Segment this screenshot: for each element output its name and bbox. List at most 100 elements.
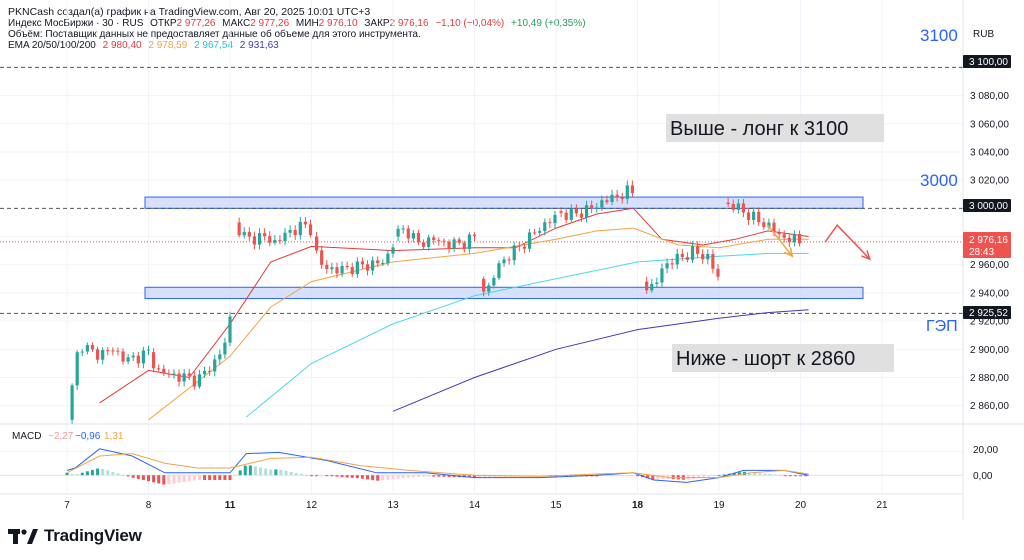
candle-body — [257, 233, 262, 245]
candle-body — [731, 204, 735, 210]
symbol-name[interactable]: Индекс МосБиржи · 30 · RUS — [8, 18, 144, 29]
candle-body — [472, 234, 477, 236]
svg-text:3 000,00: 3 000,00 — [969, 201, 1008, 212]
macd-histogram-bar — [732, 472, 736, 476]
candle-body — [298, 221, 302, 236]
candle-body — [376, 260, 380, 264]
candle-body — [625, 185, 629, 199]
macd-histogram-bar — [737, 472, 741, 476]
candle-body — [223, 342, 227, 355]
candle-body — [268, 236, 272, 243]
candle-body — [101, 350, 105, 360]
candle-body — [345, 266, 349, 268]
ema20-value: 2 980,40 — [102, 40, 142, 51]
candle-body — [452, 239, 456, 250]
candle-body — [767, 222, 771, 228]
macd-histogram-bar — [788, 475, 792, 477]
macd-histogram-bar — [646, 475, 650, 479]
candle-body — [325, 264, 329, 270]
candle-body — [579, 213, 584, 218]
candle-body — [218, 354, 222, 360]
candle-body — [650, 284, 654, 291]
macd-histogram-bar — [345, 475, 349, 478]
macd-histogram-bar — [279, 469, 283, 476]
candle-body — [482, 278, 486, 292]
candle-body — [106, 350, 110, 352]
candle-body — [371, 260, 375, 271]
candle-body — [121, 351, 125, 362]
candle-body — [391, 247, 395, 254]
y-tick-2960: 2 960,00 — [970, 260, 1009, 271]
candle-body — [401, 228, 405, 230]
macd-histogram-bar — [335, 475, 339, 477]
macd-histogram-bar — [289, 471, 293, 476]
macd-histogram-bar — [442, 475, 446, 477]
currency-label[interactable]: RUB — [973, 29, 994, 40]
forecast-arrows — [767, 224, 871, 261]
candle-body — [777, 232, 781, 235]
candle-body — [278, 240, 282, 242]
change-value: −1,10 (−0,04%) — [435, 18, 505, 29]
macd-histogram-bar — [101, 468, 105, 476]
ema50-line — [148, 227, 809, 421]
candle-body — [701, 253, 705, 260]
forecast-path-1 — [824, 224, 871, 260]
macd-histogram-bar — [467, 475, 471, 478]
x-tick-19: 19 — [713, 500, 725, 511]
tradingview-logo[interactable]: TradingView — [8, 526, 142, 546]
macd-histogram-bar — [748, 472, 752, 476]
candle-body — [136, 355, 140, 364]
candle-body — [610, 194, 614, 203]
ema-label: EMA 20/50/100/200 — [8, 40, 96, 51]
candle-body — [247, 232, 251, 237]
macd-histogram-bar — [213, 475, 217, 480]
zone-support — [144, 286, 864, 300]
ema-legend[interactable]: EMA 20/50/100/200 2 980,40 2 978,59 2 96… — [8, 40, 279, 52]
candle-body — [146, 349, 151, 351]
symbol-ohlc-line: Индекс МосБиржи · 30 · RUS ОТКР2 977,26 … — [8, 18, 586, 30]
candle-body — [736, 203, 740, 210]
badge-3000: 3 000,00 — [963, 199, 1011, 212]
macd-histogram-bar — [371, 475, 375, 481]
macd-histogram-bar — [717, 475, 721, 477]
macd-histogram-bar — [416, 475, 420, 477]
candle-body — [208, 370, 212, 372]
candle-body — [726, 202, 730, 205]
y-tick-3080: 3 080,00 — [970, 91, 1009, 102]
y-tick-2860: 2 860,00 — [970, 401, 1009, 412]
macd-histogram-bar — [131, 475, 135, 478]
below-label-bg — [672, 344, 894, 372]
candle-body — [517, 245, 521, 247]
candle-body — [162, 368, 166, 374]
below-label: Ниже - шорт к 2860 — [676, 348, 855, 370]
candle-body — [187, 373, 191, 376]
macd-histogram-bar — [615, 475, 619, 477]
axes: 7 8 11 12 13 14 15 18 19 20 21 3 080,00 3 060,00 3 04… — [64, 91, 1009, 511]
candle-body — [396, 228, 400, 237]
svg-text:28:43: 28:43 — [969, 247, 994, 258]
macd-histogram-bar — [253, 466, 257, 476]
y-tick-2900: 2 900,00 — [970, 345, 1009, 356]
y-tick-3040: 3 040,00 — [970, 147, 1009, 158]
candle-body — [543, 222, 547, 232]
x-tick-20: 20 — [795, 500, 807, 511]
svg-text:3 100,00: 3 100,00 — [969, 57, 1008, 68]
candle-body — [595, 207, 599, 209]
x-tick-14: 14 — [469, 500, 481, 511]
candle-body — [355, 261, 359, 274]
macd-histogram-bar — [600, 475, 604, 477]
macd-histogram-bar — [483, 475, 487, 478]
macd-histogram-bar — [697, 475, 701, 479]
macd-histogram-bar — [172, 475, 176, 484]
candle-body — [685, 257, 690, 260]
candle-body — [381, 263, 385, 265]
candle-body — [308, 224, 313, 236]
candle-body — [569, 208, 573, 220]
badge-last-price: 2 976,16 28:43 — [963, 232, 1011, 258]
candle-body — [273, 240, 277, 243]
macd-histogram-bar — [707, 475, 711, 477]
candle-body — [335, 267, 339, 274]
candle-body — [645, 281, 649, 291]
candle-body — [141, 350, 146, 364]
